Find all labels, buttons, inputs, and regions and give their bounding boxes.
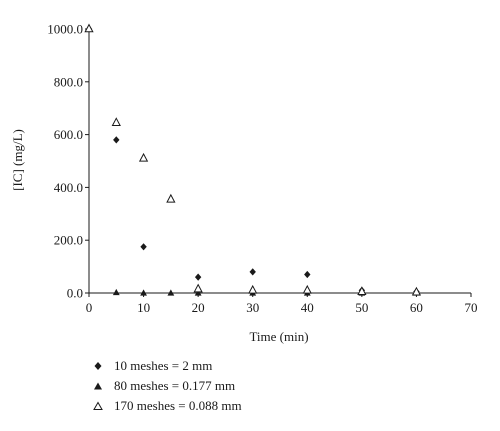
x-tick-label: 10 [137,300,150,315]
y-tick-label: 200.0 [54,233,83,248]
y-tick-label: 600.0 [54,127,83,142]
diamond-data-point [304,270,311,279]
legend-item-series-2: 80 meshes = 0.177 mm [88,376,242,396]
diamond-data-point [140,243,147,251]
x-tick-label: 70 [465,300,478,315]
open-triangle-data-point [111,117,121,127]
diamond-data-point [113,136,120,144]
open-triangle-data-point [138,152,149,162]
y-tick-label: 800.0 [54,74,83,89]
axes: 0.0 200.0 400.0 600.0 800.0 1000.0 0 10 20 30 40 50… [47,22,477,316]
data-points [84,23,422,296]
open-triangle-data-point [193,283,203,293]
diamond-marker-icon [88,361,108,371]
x-axis-title: Time (min) [249,329,308,344]
filled-triangle-marker-icon [88,381,108,391]
x-tick-label: 60 [410,300,423,315]
x-tick-label: 0 [86,300,93,315]
legend: 10 meshes = 2 mm 80 meshes = 0.177 mm 17… [88,356,242,416]
y-tick-label: 0.0 [67,286,83,301]
y-tick-label: 1000.0 [47,22,83,37]
legend-item-series-1: 10 meshes = 2 mm [88,356,242,376]
open-triangle-data-point [166,193,176,203]
diamond-data-point [249,268,256,276]
legend-label: 170 meshes = 0.088 mm [114,398,242,413]
legend-label: 10 meshes = 2 mm [114,358,213,373]
filled-triangle-data-point [167,289,175,296]
y-tick-label: 400.0 [54,180,83,195]
filled-triangle-data-point [140,289,147,296]
x-tick-label: 50 [355,300,368,315]
x-tick-label: 40 [301,300,314,315]
x-tick-label: 20 [192,300,205,315]
y-axis-title: [IC] (mg/L) [10,129,25,191]
filled-triangle-data-point [194,289,202,296]
x-tick-label: 30 [246,300,259,315]
legend-item-series-3: 170 meshes = 0.088 mm [88,396,242,416]
open-triangle-data-point [357,286,367,295]
legend-label: 80 meshes = 0.177 mm [114,378,236,393]
open-triangle-data-point [248,284,258,294]
open-triangle-data-point [84,23,94,33]
diamond-data-point [194,273,202,281]
open-triangle-data-point [302,284,312,294]
open-triangle-data-point [411,286,422,296]
filled-triangle-data-point [112,288,120,296]
open-triangle-marker-icon [88,401,108,411]
